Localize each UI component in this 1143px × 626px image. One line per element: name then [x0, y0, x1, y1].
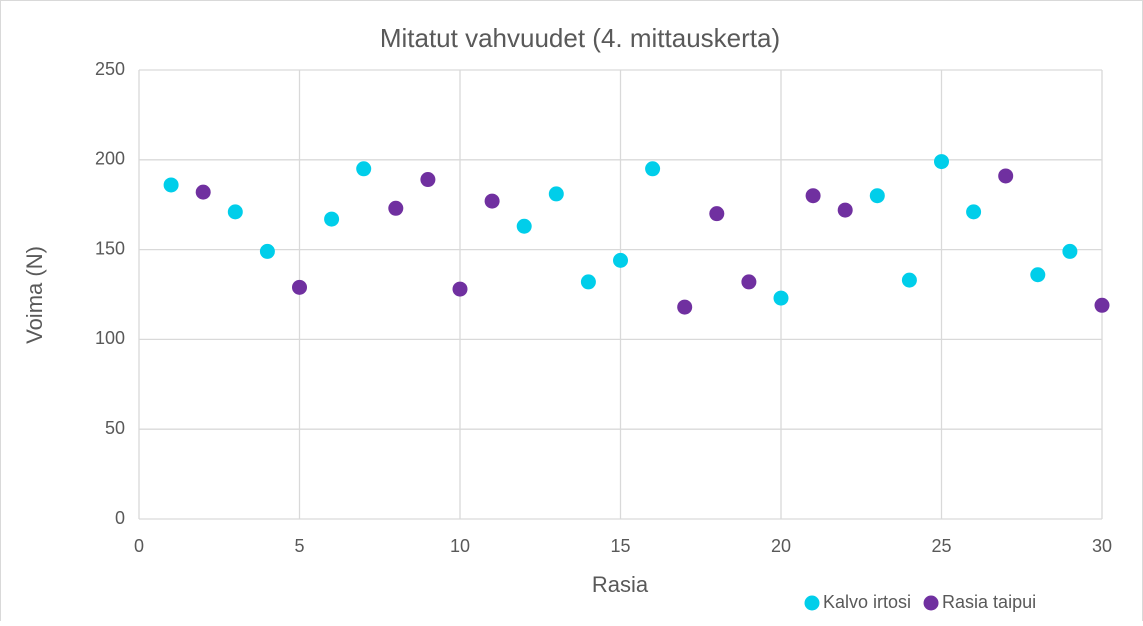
- y-axis-label: Voima (N): [22, 246, 47, 344]
- legend-marker: [804, 595, 820, 611]
- point: [1094, 297, 1110, 313]
- x-tick-label: 10: [450, 536, 470, 556]
- point: [420, 172, 436, 188]
- x-axis-label: Rasia: [592, 572, 649, 597]
- point: [548, 186, 564, 202]
- point: [452, 281, 468, 297]
- x-tick-label: 0: [134, 536, 144, 556]
- y-tick-label: 100: [95, 328, 125, 348]
- point: [163, 177, 179, 193]
- point: [998, 168, 1014, 184]
- x-tick-label: 25: [931, 536, 951, 556]
- x-tick-label: 20: [771, 536, 791, 556]
- y-tick-label: 50: [105, 418, 125, 438]
- x-tick-label: 15: [610, 536, 630, 556]
- point: [869, 188, 885, 204]
- point: [1062, 243, 1078, 259]
- point: [709, 206, 725, 222]
- x-tick-label: 5: [294, 536, 304, 556]
- point: [677, 299, 693, 315]
- point: [966, 204, 982, 220]
- point: [484, 193, 500, 209]
- point: [227, 204, 243, 220]
- point: [645, 161, 661, 177]
- point: [388, 200, 404, 216]
- point: [805, 188, 821, 204]
- legend-label: Rasia taipui: [942, 592, 1036, 612]
- point: [741, 274, 757, 290]
- point: [773, 290, 789, 306]
- point: [1030, 267, 1046, 283]
- legend-label: Kalvo irtosi: [823, 592, 911, 612]
- legend-marker: [923, 595, 939, 611]
- y-tick-label: 0: [115, 508, 125, 528]
- point: [324, 211, 340, 227]
- y-tick-label: 250: [95, 59, 125, 79]
- point: [292, 279, 307, 295]
- point: [901, 272, 917, 288]
- point: [516, 218, 532, 234]
- point: [259, 243, 275, 259]
- y-tick-label: 150: [95, 238, 125, 258]
- point: [934, 154, 949, 170]
- chart-title: Mitatut vahvuudet (4. mittauskerta): [380, 23, 780, 53]
- y-tick-label: 200: [95, 149, 125, 169]
- point: [613, 252, 628, 268]
- point: [837, 202, 853, 218]
- point: [195, 184, 211, 200]
- point: [580, 274, 596, 290]
- point: [356, 161, 372, 177]
- x-tick-label: 30: [1092, 536, 1112, 556]
